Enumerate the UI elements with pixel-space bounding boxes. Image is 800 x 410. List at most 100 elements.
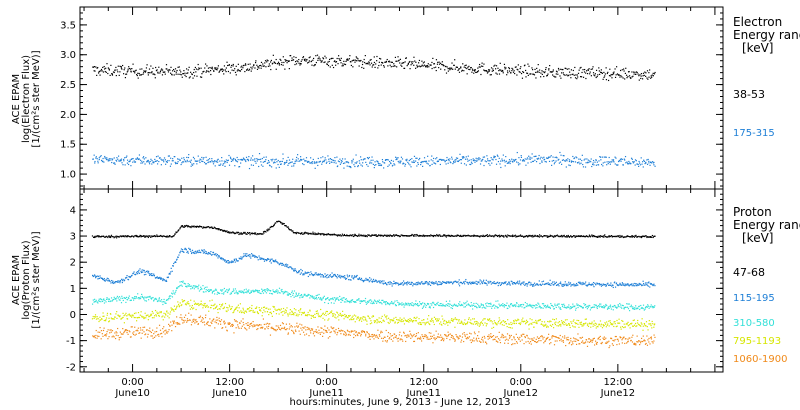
data-point-proton-0 — [647, 236, 650, 238]
data-point-proton-0 — [256, 233, 258, 236]
data-point-electron-0 — [161, 68, 163, 70]
data-point-proton-1 — [376, 281, 379, 283]
data-point-proton-2 — [574, 305, 576, 307]
data-point-proton-0 — [490, 235, 492, 237]
data-point-proton-1 — [227, 262, 229, 264]
data-point-proton-1 — [112, 282, 114, 285]
data-point-proton-2 — [531, 306, 533, 308]
data-point-proton-1 — [254, 255, 256, 257]
data-point-electron-0 — [145, 70, 147, 72]
data-point-proton-1 — [492, 282, 495, 284]
data-point-proton-0 — [133, 236, 135, 238]
data-point-proton-0 — [229, 232, 231, 234]
data-point-proton-0 — [272, 225, 274, 228]
data-point-electron-0 — [294, 63, 296, 66]
data-point-electron-1 — [409, 164, 411, 166]
data-point-electron-1 — [390, 162, 392, 165]
data-point-electron-1 — [117, 155, 120, 157]
data-point-proton-2 — [631, 306, 633, 308]
data-point-proton-1 — [353, 275, 356, 277]
data-point-proton-2 — [493, 304, 495, 306]
data-point-proton-1 — [628, 285, 630, 287]
data-point-electron-1 — [463, 163, 466, 165]
data-point-proton-1 — [133, 271, 135, 273]
data-point-electron-0 — [251, 68, 253, 70]
data-point-proton-0 — [251, 232, 254, 234]
data-point-proton-2 — [265, 292, 268, 294]
data-point-electron-0 — [403, 67, 406, 70]
data-point-proton-1 — [551, 281, 554, 283]
data-point-electron-1 — [231, 158, 233, 161]
data-point-electron-1 — [411, 161, 413, 163]
data-point-proton-1 — [203, 249, 205, 251]
data-point-electron-0 — [536, 67, 538, 69]
data-point-proton-1 — [192, 251, 195, 254]
data-point-electron-0 — [237, 68, 239, 71]
data-point-proton-0 — [333, 233, 336, 236]
data-point-electron-1 — [189, 161, 192, 163]
data-point-electron-1 — [442, 159, 444, 161]
data-point-proton-0 — [390, 235, 392, 237]
data-point-proton-3 — [132, 315, 134, 317]
data-point-electron-0 — [253, 64, 255, 67]
data-point-electron-0 — [591, 68, 594, 70]
data-point-electron-1 — [266, 162, 268, 164]
data-point-proton-1 — [497, 284, 499, 287]
data-point-electron-0 — [143, 70, 145, 72]
data-point-electron-0 — [361, 66, 363, 69]
data-point-electron-1 — [564, 159, 566, 162]
data-point-proton-0 — [650, 236, 652, 238]
data-point-proton-2 — [291, 290, 293, 292]
data-point-electron-0 — [214, 68, 216, 70]
data-point-proton-2 — [514, 304, 516, 306]
data-point-electron-0 — [645, 72, 647, 74]
data-point-proton-1 — [436, 282, 438, 284]
data-point-proton-1 — [471, 282, 474, 284]
data-point-proton-2 — [115, 298, 117, 300]
data-point-proton-0 — [206, 226, 209, 228]
data-point-electron-0 — [485, 70, 487, 72]
data-point-proton-1 — [397, 282, 399, 284]
data-point-electron-1 — [242, 157, 245, 159]
data-point-electron-0 — [646, 77, 648, 79]
data-point-proton-0 — [486, 234, 488, 236]
data-point-proton-2 — [432, 301, 434, 303]
data-point-electron-1 — [107, 158, 109, 161]
data-point-proton-2 — [158, 297, 161, 299]
data-point-proton-3 — [135, 312, 137, 314]
data-point-electron-0 — [96, 74, 98, 76]
data-point-proton-2 — [414, 303, 417, 305]
data-point-proton-1 — [313, 274, 315, 276]
data-point-electron-0 — [337, 63, 339, 65]
data-point-electron-0 — [207, 67, 210, 69]
data-point-electron-0 — [583, 71, 586, 73]
data-point-proton-2 — [268, 289, 270, 291]
data-point-proton-0 — [623, 236, 625, 238]
data-point-proton-0 — [416, 234, 418, 236]
data-point-electron-1 — [139, 159, 142, 161]
data-point-proton-0 — [621, 235, 623, 237]
data-point-electron-1 — [98, 157, 100, 159]
data-point-proton-3 — [200, 303, 202, 305]
data-point-electron-0 — [299, 64, 301, 66]
data-point-proton-1 — [297, 271, 299, 274]
data-point-proton-2 — [161, 301, 163, 303]
data-point-proton-1 — [470, 283, 472, 285]
data-point-proton-0 — [138, 235, 140, 238]
data-point-proton-0 — [585, 235, 587, 237]
data-point-proton-2 — [457, 305, 459, 307]
data-point-proton-0 — [317, 232, 319, 234]
data-point-proton-0 — [636, 236, 638, 238]
data-point-electron-0 — [144, 71, 147, 73]
data-point-proton-0 — [551, 235, 553, 237]
data-point-electron-0 — [470, 66, 472, 69]
data-point-electron-0 — [592, 72, 595, 74]
data-point-proton-2 — [262, 292, 265, 294]
data-point-electron-1 — [481, 160, 483, 162]
data-point-proton-1 — [281, 262, 284, 265]
data-point-electron-0 — [585, 77, 587, 80]
data-point-proton-2 — [490, 302, 492, 304]
data-point-electron-0 — [631, 76, 633, 78]
data-point-electron-0 — [560, 77, 562, 79]
data-point-electron-1 — [629, 162, 631, 164]
